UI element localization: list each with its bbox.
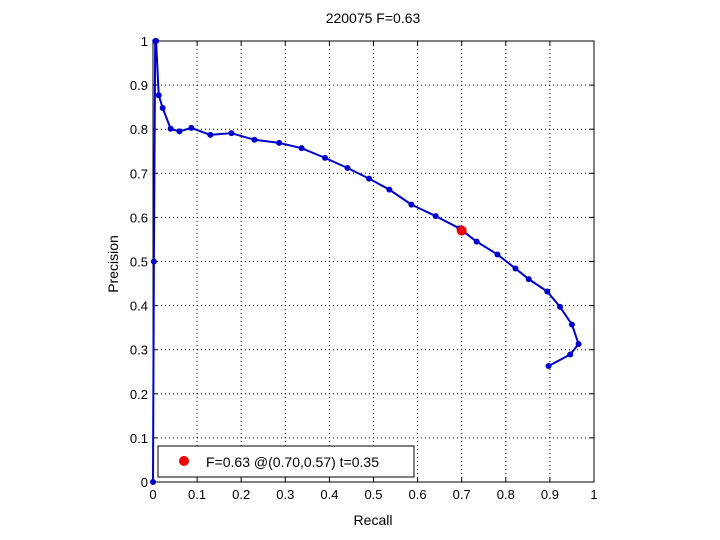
y-tick-label: 0.6 (130, 210, 148, 225)
pr-curve-point (167, 125, 174, 132)
y-tick-label: 0.8 (130, 122, 148, 137)
pr-curve-point (568, 321, 575, 328)
pr-curve-point (473, 238, 480, 245)
pr-curve-point (366, 175, 373, 182)
x-tick-label: 0.1 (188, 487, 206, 502)
y-tick-label: 0.2 (130, 387, 148, 402)
y-tick-label: 0.1 (130, 431, 148, 446)
x-tick-label: 0.4 (320, 487, 338, 502)
y-tick-label: 0.3 (130, 343, 148, 358)
pr-curve-point (432, 213, 439, 220)
x-axis-label: Recall (354, 512, 393, 528)
x-tick-label: 0.5 (364, 487, 382, 502)
pr-curve-point (176, 128, 183, 135)
pr-curve-point (408, 201, 415, 208)
chart-title: 220075 F=0.63 (326, 10, 421, 26)
y-tick-label: 0.4 (130, 299, 148, 314)
pr-curve-point (150, 258, 157, 265)
pr-curve-point (298, 145, 305, 152)
pr-curve-point (276, 139, 283, 146)
pr-curve-point (188, 124, 195, 131)
y-tick-label: 1 (141, 34, 148, 49)
pr-curve-point (557, 303, 564, 310)
pr-curve-point (386, 186, 393, 193)
legend-label: F=0.63 @(0.70,0.57) t=0.35 (206, 454, 379, 470)
y-tick-label: 0 (141, 475, 148, 490)
pr-curve-point (545, 363, 552, 370)
pr-curve-point (155, 92, 162, 99)
x-tick-labels: 0 0.1 0.2 0.3 0.4 0.5 0.6 0.7 0.8 0.9 1 (149, 487, 597, 502)
best-f-point (456, 225, 467, 236)
pr-curve-point (251, 136, 258, 143)
pr-curve-point (567, 351, 574, 358)
x-tick-label: 0.8 (497, 487, 515, 502)
y-tick-label: 0.9 (130, 78, 148, 93)
pr-curve-point (494, 251, 501, 258)
pr-curve-point (512, 265, 519, 272)
y-axis-label: Precision (105, 235, 121, 293)
x-tick-label: 0.6 (409, 487, 427, 502)
y-tick-label: 0.7 (130, 166, 148, 181)
pr-curve-point (575, 340, 582, 347)
x-tick-label: 0.9 (541, 487, 559, 502)
legend-marker (179, 456, 189, 466)
pr-curve-point (228, 130, 235, 137)
pr-curve-point (207, 131, 214, 138)
legend: F=0.63 @(0.70,0.57) t=0.35 (157, 445, 415, 478)
pr-curve-point (159, 105, 166, 112)
legend-box (157, 445, 415, 478)
pr-curve-point (150, 479, 156, 485)
pr-curve-point (344, 165, 351, 172)
x-tick-label: 0.7 (453, 487, 471, 502)
best-point-layer (456, 225, 467, 236)
pr-curve-point (525, 276, 532, 283)
pr-curve-point (321, 154, 328, 161)
pr-curve-point (153, 38, 160, 44)
x-tick-label: 0 (149, 487, 156, 502)
x-tick-label: 0.3 (276, 487, 294, 502)
y-tick-label: 0.5 (130, 255, 148, 270)
y-tick-labels: 0 0.1 0.2 0.3 0.4 0.5 0.6 0.7 0.8 0.9 1 (130, 34, 148, 490)
pr-curve-point (544, 288, 551, 295)
x-tick-label: 0.2 (232, 487, 250, 502)
x-tick-label: 1 (590, 487, 597, 502)
